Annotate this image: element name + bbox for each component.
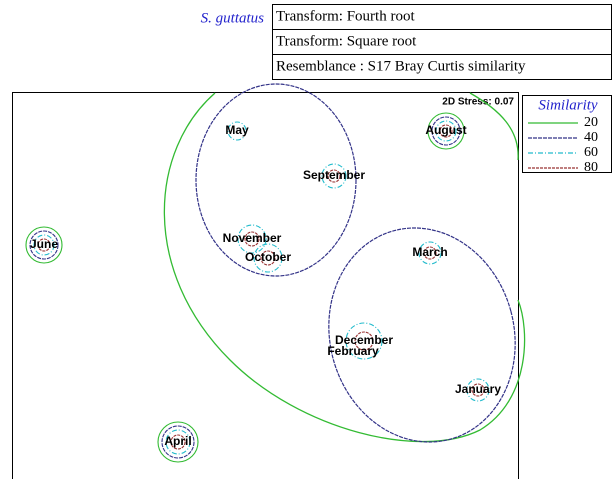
similarity-ring [471,383,485,397]
similarity-ring [170,434,186,450]
similarity-ring [427,112,465,150]
similarity-ring [227,121,247,141]
legend-box [522,95,612,173]
contour-40 [195,83,357,277]
legend-label: 80 [584,160,598,175]
info-text: Transform: Square root [276,33,417,49]
point-label: September [303,168,365,182]
similarity-ring [253,243,283,273]
similarity-ring [165,429,191,455]
legend-title: Similarity [538,97,598,113]
similarity-ring [439,124,453,138]
plot-frame [12,92,519,479]
info-text: Resemblance : S17 Bray Curtis similarity [276,58,526,74]
point-label: October [245,250,291,264]
info-box [272,4,612,80]
contours [25,83,526,463]
similarity-ring [418,241,442,265]
similarity-ring [237,224,267,254]
point-label: March [412,245,447,259]
similarity-ring [25,226,63,264]
similarity-ring [321,163,347,189]
legend-label: 20 [584,115,598,130]
similarity-ring [345,322,383,360]
similarity-ring [33,234,55,256]
similarity-ring [260,250,276,266]
point-label: January [455,382,501,396]
legend-label: 40 [584,130,598,145]
contour-20 [163,92,526,443]
point-label: November [223,231,282,245]
legend-label: 60 [584,145,598,160]
similarity-ring [37,238,51,252]
point-label: April [164,434,191,448]
similarity-ring [161,425,195,459]
stress-label: 2D Stress: 0.07 [442,97,514,108]
contour-40 [328,227,516,443]
point-label: August [425,123,466,137]
similarity-ring [354,331,374,351]
info-text: Transform: Fourth root [276,8,415,24]
similarity-ring [29,230,59,260]
point-label: May [225,123,249,137]
similarity-ring [244,231,260,247]
similarity-ring [435,120,457,142]
similarity-ring [423,246,437,260]
similarity-ring [431,116,461,146]
point-label: February [327,344,379,358]
similarity-ring [466,378,490,402]
species-label: S. guttatus [201,10,265,26]
similarity-ring [327,169,341,183]
similarity-ring [157,421,199,463]
point-label: June [30,237,58,251]
point-label: December [335,333,393,347]
